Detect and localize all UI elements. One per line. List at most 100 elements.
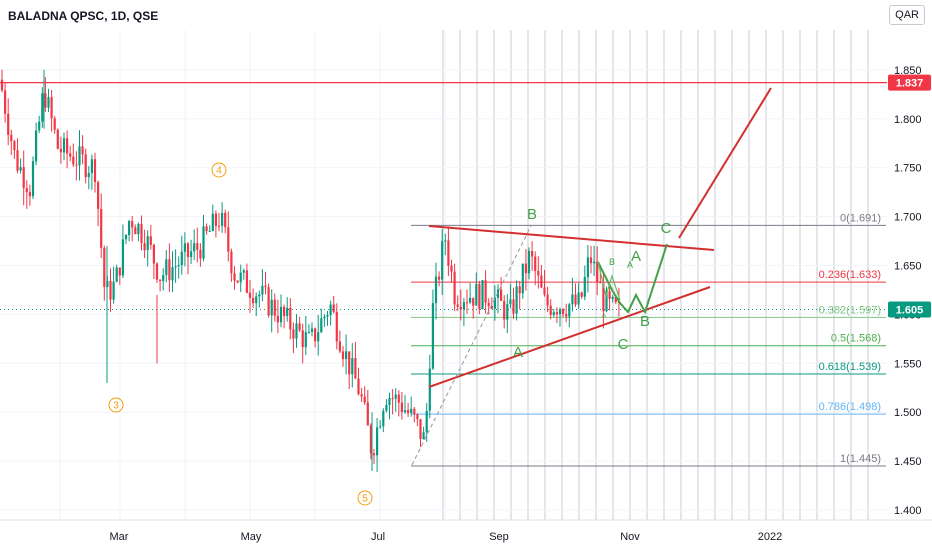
candle-body xyxy=(540,275,543,288)
candle-body xyxy=(75,164,78,166)
candle-body xyxy=(611,296,614,299)
price-label-text: 1.837 xyxy=(896,78,924,90)
candle-body xyxy=(28,192,31,197)
candle-body xyxy=(208,230,211,232)
candle-body xyxy=(565,314,568,317)
chart-grid xyxy=(0,30,887,520)
candle-body xyxy=(304,332,307,348)
candle-body xyxy=(465,302,469,304)
candle-body xyxy=(131,221,134,228)
candle-body xyxy=(267,287,270,316)
candle-body xyxy=(155,263,159,280)
candle-body xyxy=(97,182,100,209)
candle-body xyxy=(413,408,416,415)
candle-body xyxy=(93,159,97,183)
candle-body xyxy=(490,306,493,309)
fib-level-label: 0.5(1.568) xyxy=(831,333,881,345)
candle-body xyxy=(183,243,186,252)
fib-level-label: 0.382(1.597) xyxy=(819,304,881,316)
candle-body xyxy=(159,279,162,281)
candle-body xyxy=(422,432,425,440)
candle-body xyxy=(314,328,317,342)
candle-body xyxy=(118,267,121,276)
candle-body xyxy=(583,277,586,297)
candle-body xyxy=(376,427,379,456)
candle-body xyxy=(10,134,13,142)
candle-body xyxy=(162,274,165,281)
fib-level-label: 0(1.691) xyxy=(840,212,881,224)
candle-body xyxy=(301,330,304,348)
candle-body xyxy=(134,227,137,235)
candle-body xyxy=(434,276,438,304)
candle-body xyxy=(292,329,295,339)
candle-body xyxy=(140,223,143,244)
candle-body xyxy=(543,287,546,295)
wave-number-circle xyxy=(357,490,373,506)
time-tick-label: Jul xyxy=(371,531,385,543)
candle-body xyxy=(224,212,227,228)
candle-body xyxy=(233,273,236,281)
candle-body xyxy=(388,398,391,405)
candle-body xyxy=(190,251,193,258)
candle-body xyxy=(357,378,360,395)
candle-body xyxy=(481,280,484,309)
candle-body xyxy=(524,263,527,274)
fib-trend-dashed xyxy=(411,225,532,466)
candle-body xyxy=(447,240,450,266)
price-label-text: 1.605 xyxy=(896,305,924,317)
candle-body xyxy=(509,299,512,305)
candle-body xyxy=(394,394,397,399)
candle-body xyxy=(100,208,103,248)
candle-body xyxy=(341,351,345,360)
candle-body xyxy=(338,341,341,352)
candle-body xyxy=(425,410,428,433)
candle-body xyxy=(329,304,332,316)
candle-body xyxy=(379,426,382,428)
candle-body xyxy=(109,280,112,300)
candle-body xyxy=(236,280,239,283)
candle-body xyxy=(165,259,168,275)
candle-body xyxy=(534,256,537,271)
time-tick-label: Mar xyxy=(110,531,129,543)
price-tick-label: 1.850 xyxy=(894,65,922,77)
candle-body xyxy=(360,394,363,397)
wave-letter-label: C xyxy=(618,336,629,353)
wave-number-label: 5 xyxy=(362,494,368,505)
candle-body xyxy=(248,292,252,298)
candle-body xyxy=(289,307,292,330)
candle-body xyxy=(596,261,599,283)
candles xyxy=(0,69,620,472)
candle-body xyxy=(515,286,518,314)
candle-body xyxy=(22,167,25,189)
time-tick-label: 2022 xyxy=(758,531,782,543)
candle-body xyxy=(4,90,7,114)
candle-body xyxy=(41,93,44,122)
candle-body xyxy=(484,280,487,303)
candle-body xyxy=(69,153,72,157)
candle-body xyxy=(87,173,90,178)
candle-body xyxy=(205,226,208,232)
candle-body xyxy=(66,138,69,154)
price-tick-label: 1.450 xyxy=(894,456,922,468)
candle-body xyxy=(90,159,93,174)
breakout-projection xyxy=(678,87,772,239)
candle-body xyxy=(317,332,320,342)
candle-body xyxy=(276,315,279,323)
candle-body xyxy=(568,304,571,317)
candle-body xyxy=(258,294,261,297)
candle-body xyxy=(453,271,456,305)
price-tick-label: 1.750 xyxy=(894,163,922,175)
candle-body xyxy=(400,402,403,413)
candle-body xyxy=(7,113,10,135)
candle-body xyxy=(521,263,524,294)
candle-body xyxy=(152,244,155,264)
candle-body xyxy=(354,358,357,379)
time-tick-label: Nov xyxy=(620,531,640,543)
candle-body xyxy=(196,243,199,250)
candle-body xyxy=(298,323,301,331)
candle-body xyxy=(81,146,84,155)
currency-button[interactable]: QAR xyxy=(889,5,925,25)
candle-body xyxy=(53,118,56,130)
candle-body xyxy=(35,130,38,162)
